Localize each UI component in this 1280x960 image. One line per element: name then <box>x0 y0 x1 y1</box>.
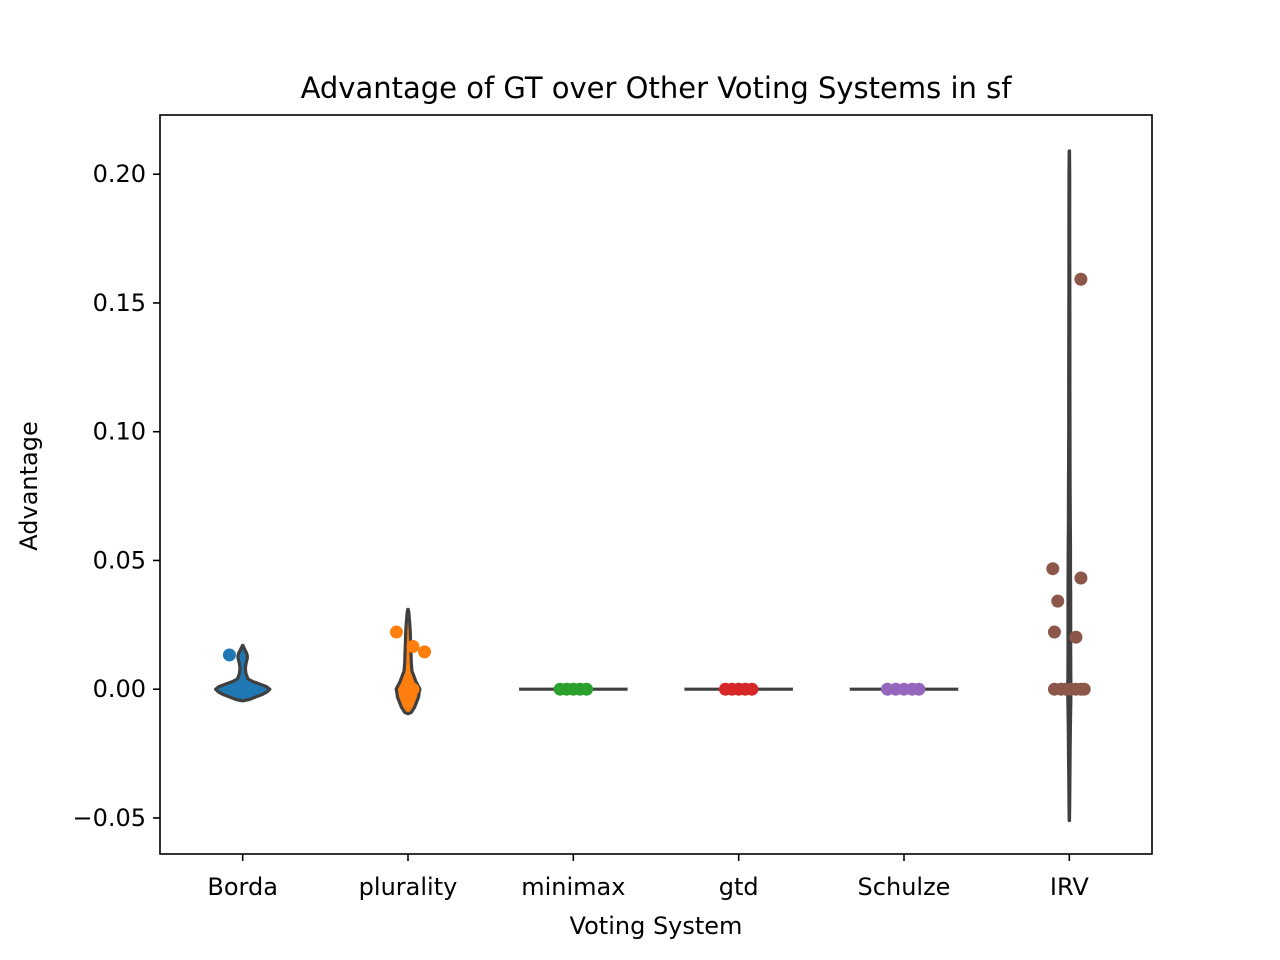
data-point <box>1077 682 1091 696</box>
violin-gtd <box>684 682 793 696</box>
violin-body <box>1066 149 1073 823</box>
violin-borda <box>214 643 272 703</box>
x-axis-title: Voting System <box>570 912 743 940</box>
y-tick-label: 0.00 <box>93 675 146 703</box>
violin-irv <box>1046 149 1091 823</box>
y-tick-label: 0.20 <box>93 160 146 188</box>
data-point <box>1069 630 1083 644</box>
data-point <box>1051 594 1065 608</box>
violin-schulze <box>849 682 959 696</box>
y-axis-title: Advantage <box>15 421 43 550</box>
x-tick-label: Schulze <box>858 873 951 901</box>
data-point <box>231 682 245 696</box>
y-tick-label: −0.05 <box>72 804 146 832</box>
x-tick-label: gtd <box>719 873 759 901</box>
data-point <box>580 682 594 696</box>
violin-plurality <box>389 607 432 716</box>
data-point <box>1047 625 1061 639</box>
data-point <box>222 648 236 662</box>
x-tick-label: IRV <box>1050 873 1089 901</box>
data-point <box>745 682 759 696</box>
chart-title: Advantage of GT over Other Voting System… <box>301 71 1013 105</box>
x-tick-label: plurality <box>359 873 458 901</box>
x-tick-label: Borda <box>207 873 278 901</box>
data-point <box>406 682 420 696</box>
data-point <box>406 639 420 653</box>
x-axis: Borda plurality minimax gtd Schulze IRV <box>207 854 1089 901</box>
violin-body <box>214 643 272 703</box>
plot-area <box>214 149 1091 823</box>
y-tick-label: 0.05 <box>93 546 146 574</box>
data-point <box>1046 562 1060 576</box>
data-point <box>1074 272 1088 286</box>
plot-frame <box>159 114 1153 855</box>
data-point <box>389 625 403 639</box>
y-tick-label: 0.15 <box>93 289 146 317</box>
violin-minimax <box>519 682 628 696</box>
y-axis: −0.05 0.00 0.05 0.10 0.15 0.20 <box>72 160 160 832</box>
data-point <box>912 682 926 696</box>
data-point <box>1074 571 1088 585</box>
x-tick-label: minimax <box>521 873 625 901</box>
y-tick-label: 0.10 <box>93 418 146 446</box>
data-point <box>418 645 432 659</box>
